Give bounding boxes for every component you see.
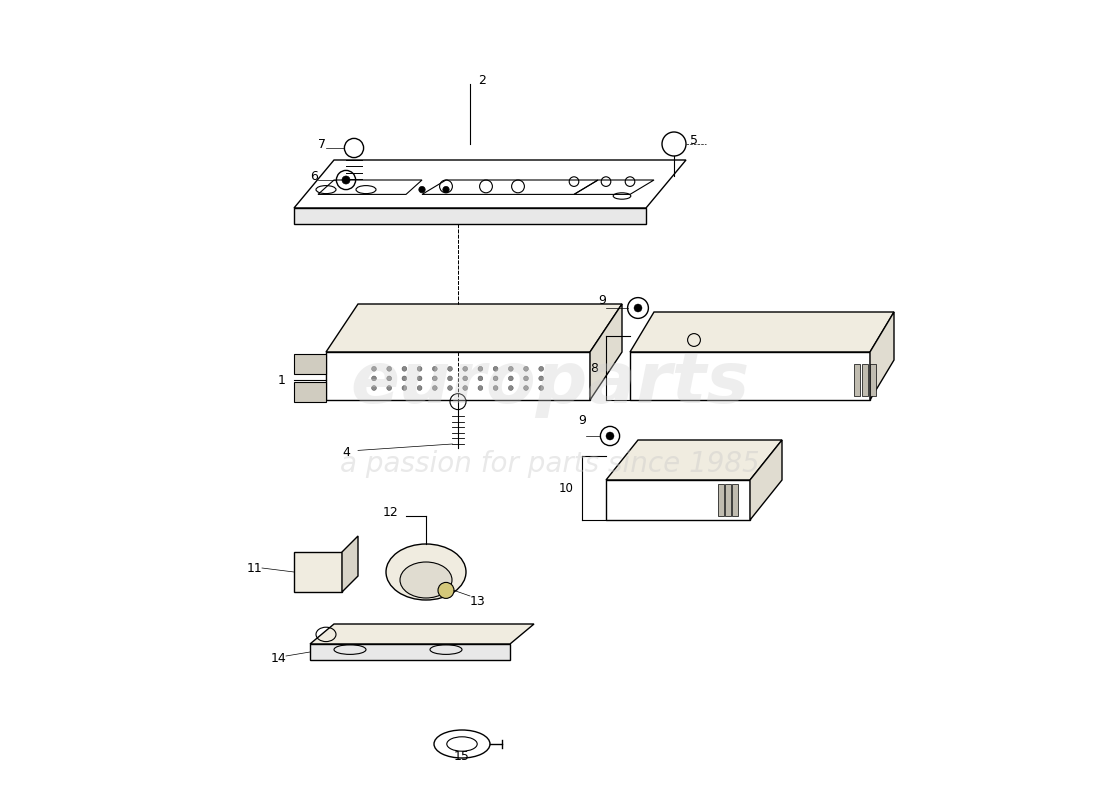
Text: 9: 9	[598, 294, 606, 306]
Circle shape	[419, 186, 426, 193]
Circle shape	[478, 376, 483, 381]
Circle shape	[448, 386, 452, 390]
Circle shape	[508, 366, 514, 371]
Text: 5: 5	[690, 134, 698, 146]
Circle shape	[524, 366, 528, 371]
Circle shape	[508, 376, 514, 381]
Circle shape	[524, 386, 528, 390]
Text: europarts: europarts	[351, 350, 749, 418]
Circle shape	[402, 376, 407, 381]
Text: 11: 11	[246, 562, 262, 574]
Polygon shape	[870, 312, 894, 400]
Circle shape	[508, 386, 514, 390]
Circle shape	[417, 386, 422, 390]
Circle shape	[606, 432, 614, 440]
Text: 4: 4	[342, 446, 350, 458]
Circle shape	[478, 386, 483, 390]
Polygon shape	[854, 364, 860, 396]
Text: 7: 7	[318, 138, 326, 150]
Circle shape	[493, 386, 498, 390]
Circle shape	[539, 376, 543, 381]
Polygon shape	[326, 304, 622, 352]
Polygon shape	[310, 624, 534, 644]
Polygon shape	[294, 382, 326, 402]
Text: 6: 6	[310, 170, 318, 182]
Circle shape	[432, 366, 437, 371]
Text: 1: 1	[278, 374, 286, 386]
Text: 15: 15	[454, 750, 470, 762]
Circle shape	[493, 376, 498, 381]
Circle shape	[432, 376, 437, 381]
Circle shape	[493, 366, 498, 371]
Polygon shape	[294, 354, 326, 374]
Circle shape	[443, 186, 449, 193]
Circle shape	[634, 304, 642, 312]
Polygon shape	[630, 352, 870, 400]
Circle shape	[524, 376, 528, 381]
Circle shape	[372, 366, 376, 371]
Text: 9: 9	[579, 414, 586, 426]
Circle shape	[387, 366, 392, 371]
Circle shape	[402, 386, 407, 390]
Polygon shape	[718, 484, 724, 516]
Polygon shape	[725, 484, 730, 516]
Circle shape	[417, 376, 422, 381]
Ellipse shape	[386, 544, 466, 600]
Circle shape	[539, 366, 543, 371]
Circle shape	[387, 376, 392, 381]
Text: 13: 13	[470, 595, 486, 608]
Circle shape	[478, 366, 483, 371]
Circle shape	[402, 366, 407, 371]
Circle shape	[372, 386, 376, 390]
Polygon shape	[342, 536, 358, 592]
Circle shape	[463, 366, 467, 371]
Text: 12: 12	[383, 506, 398, 518]
Text: 2: 2	[478, 74, 486, 86]
Polygon shape	[294, 552, 342, 592]
Polygon shape	[294, 208, 646, 224]
Ellipse shape	[400, 562, 452, 598]
Polygon shape	[750, 440, 782, 520]
Text: 14: 14	[271, 652, 286, 665]
Text: 10: 10	[559, 482, 574, 494]
Polygon shape	[870, 364, 877, 396]
Polygon shape	[733, 484, 738, 516]
Polygon shape	[294, 160, 686, 208]
Polygon shape	[326, 352, 590, 400]
Circle shape	[372, 376, 376, 381]
Polygon shape	[310, 644, 510, 660]
Circle shape	[539, 386, 543, 390]
Text: 8: 8	[590, 362, 598, 374]
Circle shape	[463, 386, 467, 390]
Polygon shape	[606, 440, 782, 480]
Circle shape	[432, 386, 437, 390]
Circle shape	[463, 376, 467, 381]
Polygon shape	[590, 304, 621, 400]
Circle shape	[387, 386, 392, 390]
Polygon shape	[630, 312, 894, 352]
Polygon shape	[862, 364, 868, 396]
Circle shape	[438, 582, 454, 598]
Circle shape	[342, 176, 350, 184]
Text: a passion for parts since 1985: a passion for parts since 1985	[340, 450, 760, 478]
Circle shape	[448, 366, 452, 371]
Polygon shape	[606, 480, 750, 520]
Circle shape	[417, 366, 422, 371]
Circle shape	[448, 376, 452, 381]
